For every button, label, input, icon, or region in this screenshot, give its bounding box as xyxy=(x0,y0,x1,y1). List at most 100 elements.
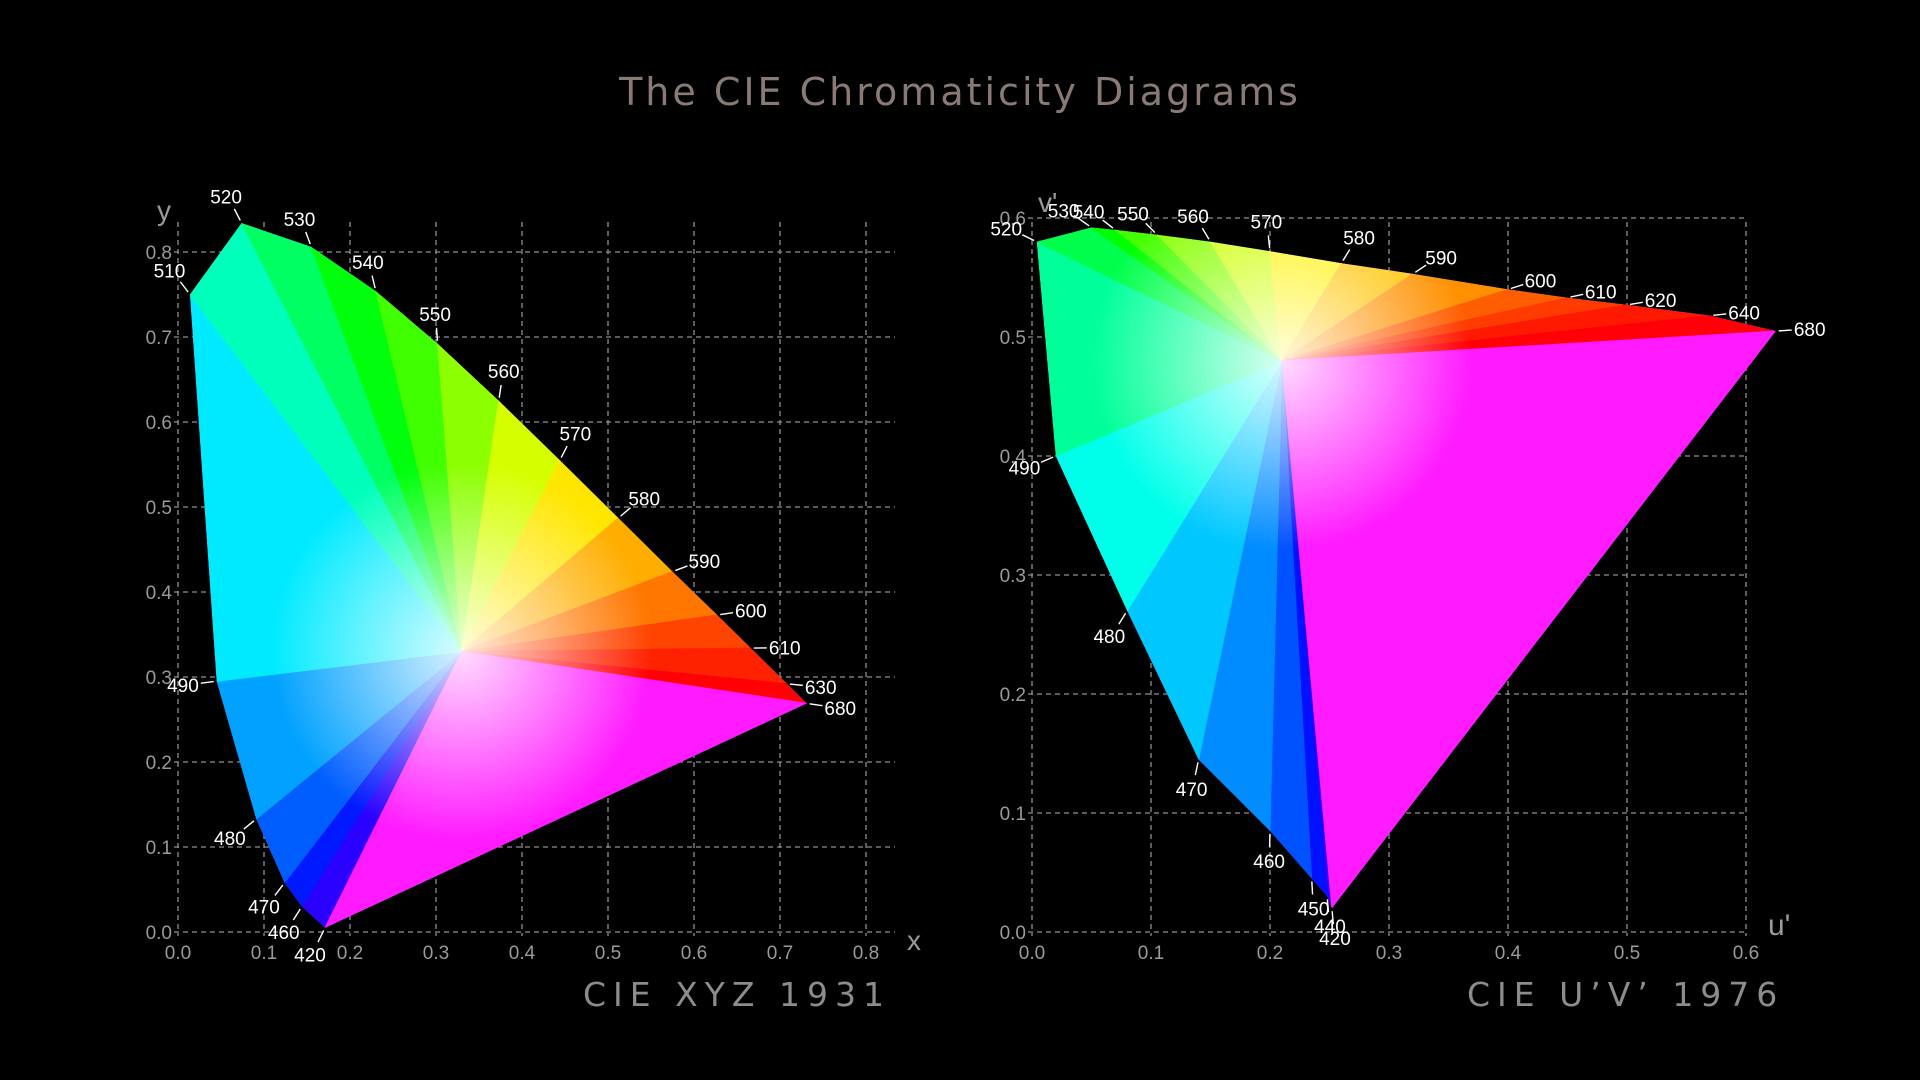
y-tick-label: 0.5 xyxy=(1000,328,1026,349)
wavelength-label: 530 xyxy=(1048,201,1080,222)
wavelength-label: 470 xyxy=(248,898,280,919)
wavelength-tick xyxy=(1145,222,1156,234)
y-tick-label: 0.8 xyxy=(146,243,172,264)
wavelength-tick xyxy=(1102,219,1114,229)
wavelength-label: 460 xyxy=(268,923,300,944)
wavelength-label: 570 xyxy=(559,425,591,446)
caption-cie-uv-1976: CIE U’V’ 1976 xyxy=(1467,975,1785,1014)
y-tick-label: 0.1 xyxy=(146,838,172,859)
y-tick-label: 0.0 xyxy=(146,923,172,944)
wavelength-label: 450 xyxy=(1298,899,1330,920)
wavelength-tick xyxy=(1570,293,1584,298)
wavelength-label: 580 xyxy=(628,490,660,511)
y-tick-label: 0.5 xyxy=(146,498,172,519)
wavelength-tick xyxy=(317,930,325,943)
wavelength-tick xyxy=(1326,899,1330,913)
wavelength-label: 550 xyxy=(419,305,451,326)
x-tick-label: 0.0 xyxy=(1019,943,1045,964)
wavelength-tick xyxy=(560,445,568,458)
wavelength-tick xyxy=(1778,329,1792,332)
wavelength-tick xyxy=(1311,881,1314,895)
y-tick-label: 0.4 xyxy=(1000,447,1027,468)
wavelength-label: 470 xyxy=(1176,780,1208,801)
wavelength-tick xyxy=(1342,249,1351,262)
wavelength-tick xyxy=(200,680,214,684)
x-tick-label: 0.1 xyxy=(1138,943,1164,964)
y-tick-label: 0.6 xyxy=(146,413,172,434)
wavelength-label: 590 xyxy=(1425,248,1457,269)
x-axis-label: u' xyxy=(1768,909,1790,942)
wavelength-label: 520 xyxy=(210,187,242,208)
wavelength-tick xyxy=(1267,235,1271,249)
x-tick-label: 0.4 xyxy=(509,943,536,964)
wavelength-tick xyxy=(435,327,439,341)
wavelength-label: 540 xyxy=(1073,202,1105,223)
x-tick-label: 0.4 xyxy=(1495,943,1522,964)
wavelength-label: 580 xyxy=(1343,229,1375,250)
x-tick-label: 0.6 xyxy=(681,943,707,964)
wavelength-tick xyxy=(498,384,502,398)
wavelength-label: 620 xyxy=(1645,291,1677,312)
wavelength-label: 420 xyxy=(294,946,326,967)
y-axis-label: v' xyxy=(1038,187,1057,218)
wavelength-label: 600 xyxy=(735,602,767,623)
y-tick-label: 0.2 xyxy=(1000,685,1026,706)
wavelength-tick xyxy=(1629,301,1643,306)
wavelength-label: 630 xyxy=(805,678,837,699)
wavelength-tick xyxy=(1194,762,1199,776)
caption-cie-xyz-1931: CIE XYZ 1931 xyxy=(583,975,891,1014)
x-tick-label: 0.1 xyxy=(251,943,277,964)
page-title: The CIE Chromaticity Diagrams xyxy=(619,70,1301,114)
wavelength-label: 520 xyxy=(990,220,1022,241)
wavelength-tick xyxy=(1118,612,1127,625)
y-tick-label: 0.0 xyxy=(1000,923,1026,944)
wavelength-tick xyxy=(274,884,284,896)
y-tick-label: 0.2 xyxy=(146,753,172,774)
wavelength-tick xyxy=(675,565,688,572)
wavelength-label: 610 xyxy=(1585,282,1617,303)
y-tick-label: 0.6 xyxy=(1000,209,1026,230)
wavelength-label: 640 xyxy=(1728,303,1760,324)
wavelength-label: 490 xyxy=(1009,459,1041,480)
wavelength-tick xyxy=(292,908,301,921)
x-tick-label: 0.6 xyxy=(1733,943,1759,964)
wavelength-label: 480 xyxy=(1093,627,1125,648)
x-tick-label: 0.2 xyxy=(1257,943,1283,964)
wavelength-label: 590 xyxy=(688,552,720,573)
wavelength-tick xyxy=(179,281,189,293)
wavelength-tick xyxy=(371,275,376,289)
wavelength-label: 480 xyxy=(214,829,246,850)
wavelength-tick xyxy=(1510,283,1524,290)
wavelength-label: 540 xyxy=(352,253,384,274)
x-tick-label: 0.2 xyxy=(337,943,363,964)
wavelength-tick xyxy=(1414,264,1427,273)
x-tick-label: 0.3 xyxy=(1376,943,1402,964)
cie-xyz-1931-chart: 0.0 0.1 0.2 0.3 0.4 0.5 0.6 0.7 0.8 0.0 0.1 0.2 0.3 0… xyxy=(146,187,921,967)
wavelength-label: 530 xyxy=(284,210,316,231)
y-tick-label: 0.3 xyxy=(146,668,172,689)
x-tick-label: 0.3 xyxy=(423,943,449,964)
wavelength-label: 550 xyxy=(1117,204,1149,225)
y-tick-label: 0.3 xyxy=(1000,566,1026,587)
wavelength-tick xyxy=(1331,911,1335,925)
wavelength-label: 560 xyxy=(488,362,520,383)
wavelength-label: 460 xyxy=(1253,852,1285,873)
wavelength-label: 680 xyxy=(824,699,856,720)
wavelength-label: 510 xyxy=(154,262,186,283)
wavelength-tick xyxy=(1077,217,1090,227)
spectral-fill xyxy=(1036,227,1776,909)
wavelength-tick xyxy=(1201,227,1210,240)
wavelength-tick xyxy=(305,231,311,245)
wavelength-label: 560 xyxy=(1177,207,1209,228)
x-tick-label: 0.7 xyxy=(767,943,793,964)
wavelength-label: 420 xyxy=(1319,929,1351,950)
wavelength-label: 680 xyxy=(1794,320,1826,341)
wavelength-label: 610 xyxy=(769,639,801,660)
wavelength-tick xyxy=(1040,456,1054,463)
wavelength-tick xyxy=(1022,234,1035,242)
y-axis-label: y xyxy=(157,195,171,226)
y-tick-label: 0.4 xyxy=(146,583,173,604)
wavelength-tick xyxy=(720,611,734,616)
wavelength-tick xyxy=(809,703,823,707)
